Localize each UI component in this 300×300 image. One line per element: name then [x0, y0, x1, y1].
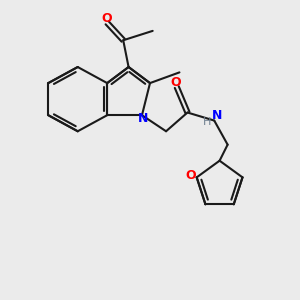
- Text: O: O: [185, 169, 196, 182]
- Text: N: N: [212, 109, 222, 122]
- Text: O: O: [170, 76, 181, 89]
- Text: H: H: [202, 117, 211, 127]
- Text: N: N: [138, 112, 148, 125]
- Text: O: O: [102, 11, 112, 25]
